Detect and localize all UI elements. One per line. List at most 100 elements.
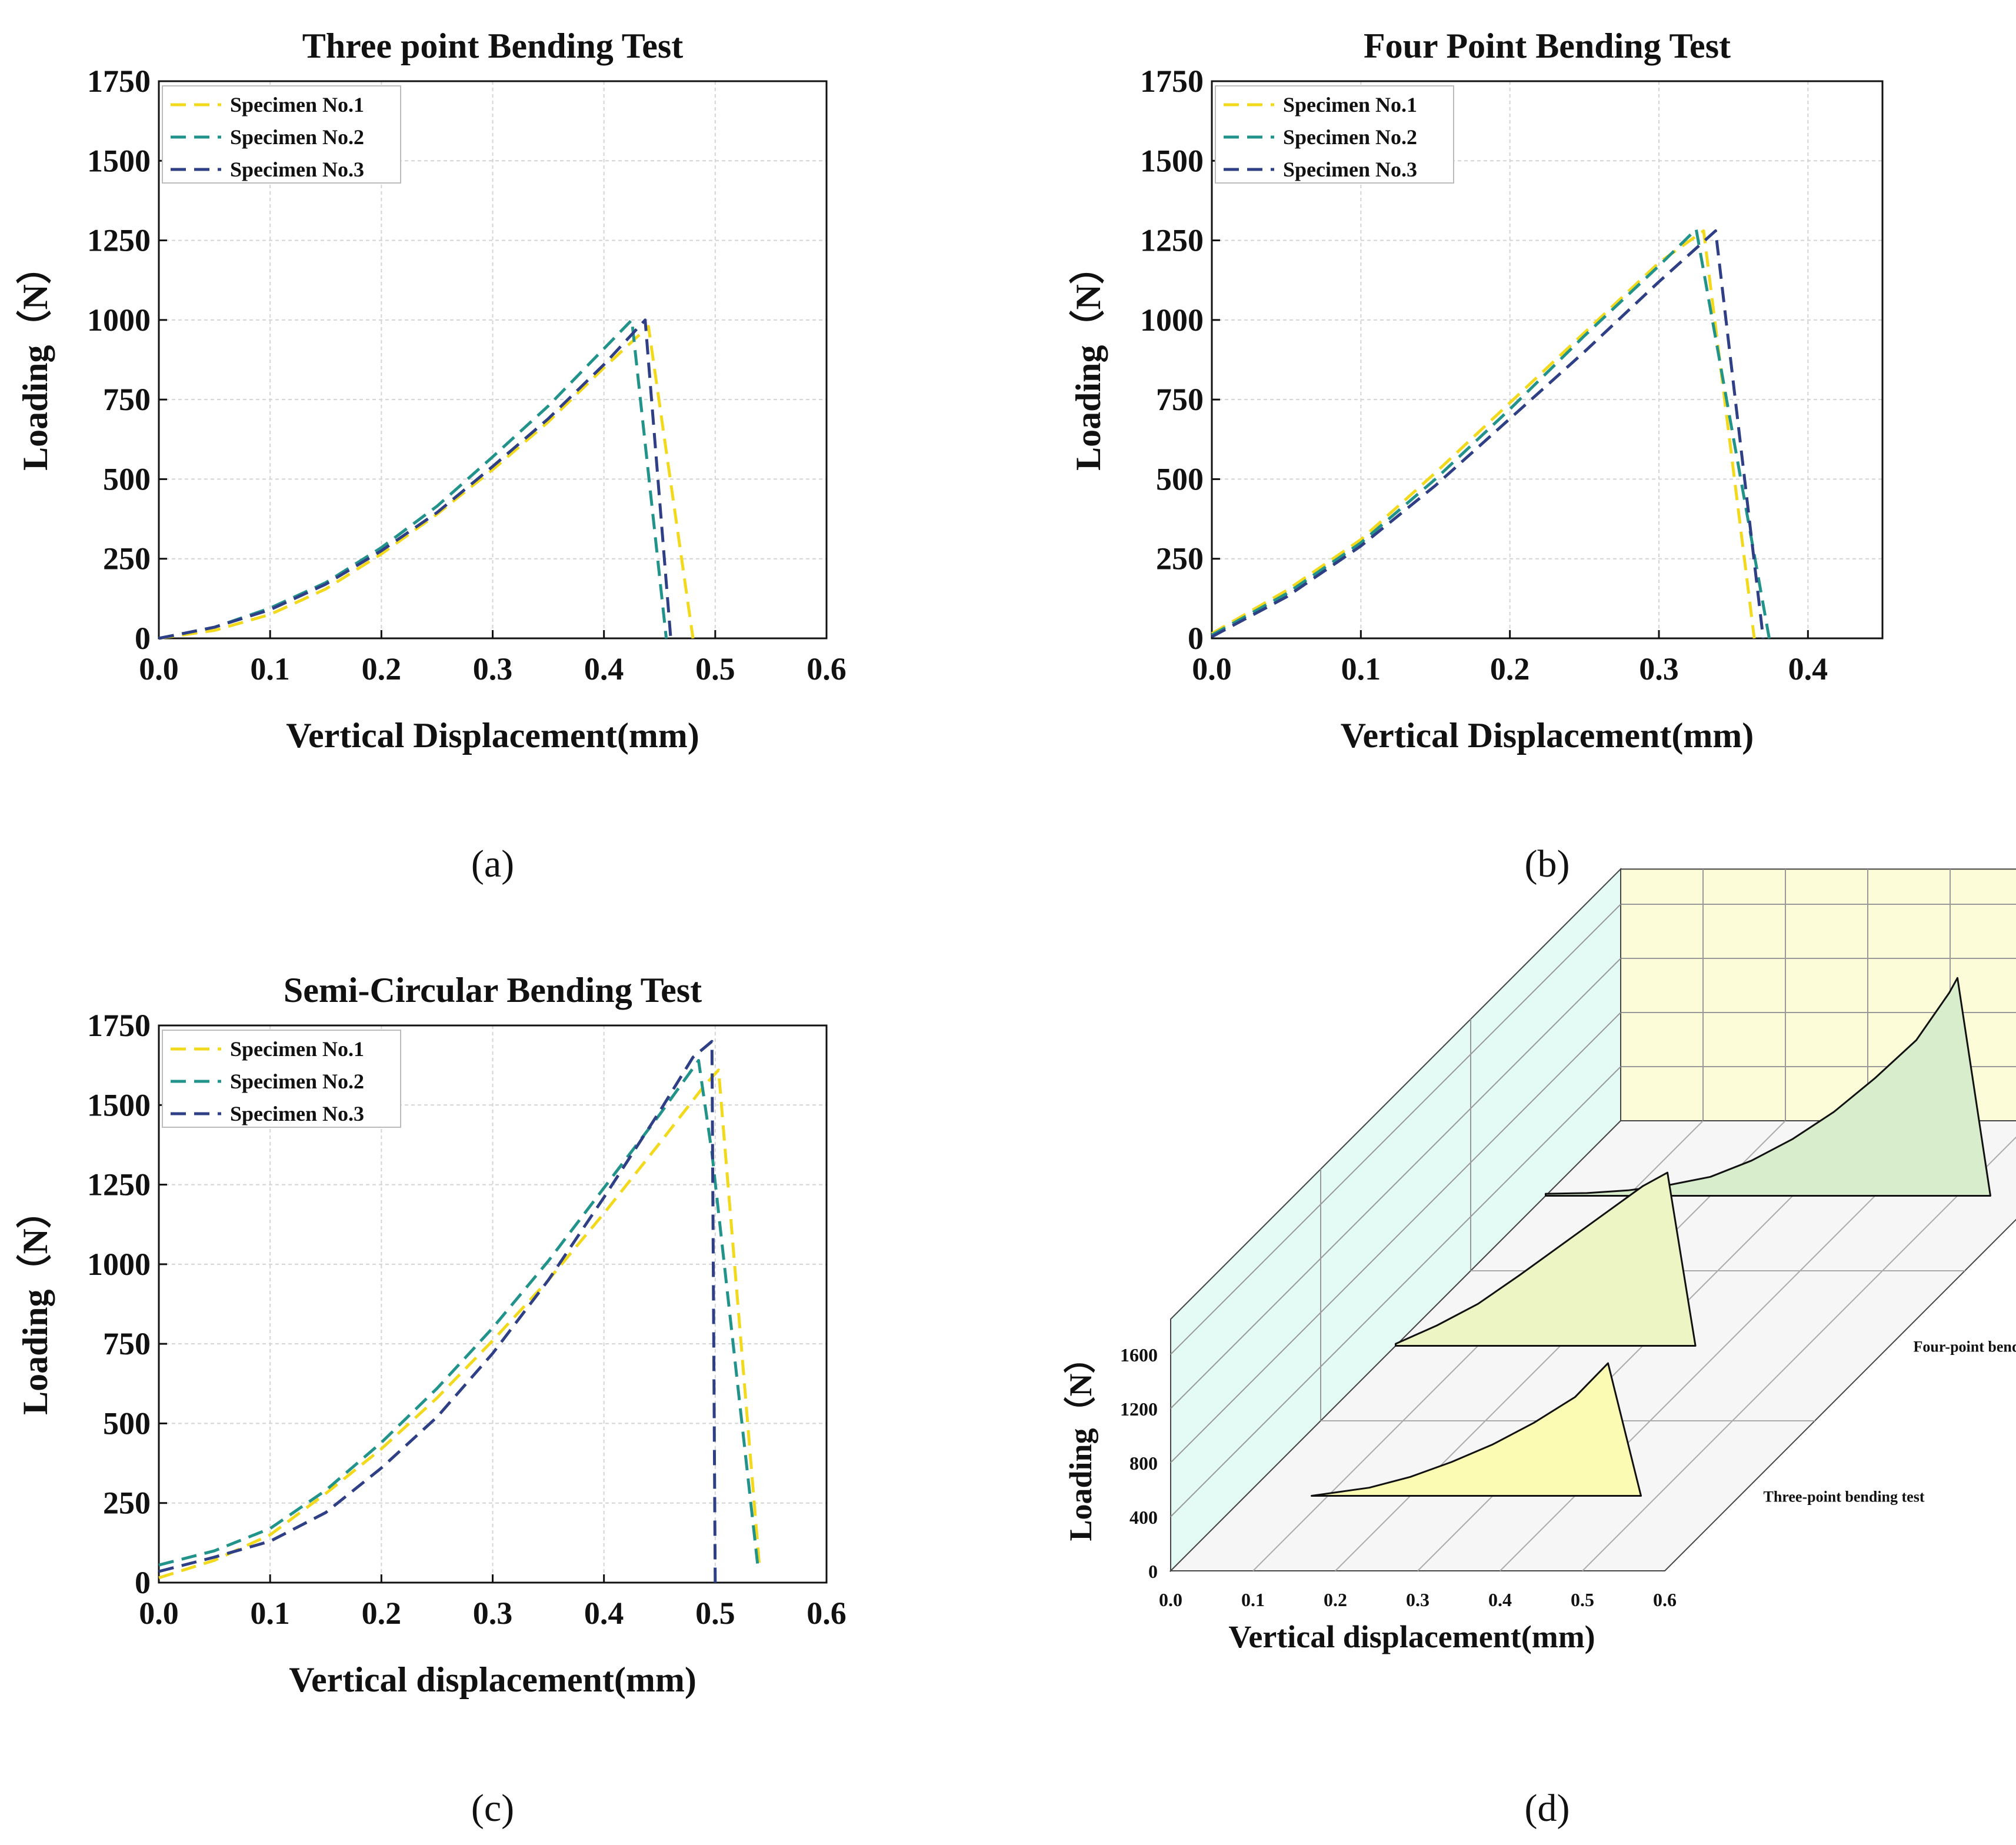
y-tick-label: 750 (103, 1326, 151, 1361)
y-tick-label: 250 (1156, 541, 1204, 577)
y-tick-label: 1500 (87, 1087, 151, 1123)
x-tick-label: 0.0 (1159, 1589, 1182, 1610)
y-tick-label: 400 (1129, 1507, 1158, 1528)
series-line-specimen-2 (158, 1059, 759, 1567)
x-tick-label: 0.3 (473, 1596, 513, 1631)
y-tick-label: 250 (103, 541, 151, 577)
x-axis-label: Vertical Displacement(mm) (286, 716, 699, 755)
panel-label: (b) (1525, 842, 1570, 885)
y-tick-label: 1000 (1140, 302, 1204, 338)
legend-box (162, 85, 401, 184)
x-tick-label: 0.0 (139, 1596, 179, 1631)
x-tick-label: 0.1 (250, 1596, 290, 1631)
series-label-2: Four-point bending test (1914, 1338, 2016, 1356)
x-tick-label: 0.3 (1406, 1589, 1429, 1610)
series-line-specimen-3 (158, 1040, 717, 1583)
panel-b-four-point-chart: 0.0 0.1 0.2 0.3 0.4 0 250 500 750 1000 1250 1500 175… (1068, 26, 1884, 885)
y-tick-label: 1750 (87, 64, 151, 99)
x-tick-label: 0.1 (1341, 651, 1381, 687)
y-axis-label: Loading（N） (15, 1193, 55, 1415)
side-wall-grid (1170, 1066, 1621, 1517)
series-line-specimen-2 (1211, 228, 1771, 639)
y-tick-label: 0 (135, 621, 151, 656)
x-tick-label: 0.4 (584, 651, 624, 687)
panel-a-three-point-chart: 0.0 0.1 0.2 0.3 0.4 0.5 0.6 0 250 500 750 1000 1250 1… (15, 26, 847, 885)
x-tick-label: 0.4 (1788, 651, 1828, 687)
series-line-specimen-1 (158, 325, 695, 640)
x-tick-label: 0.2 (362, 1596, 402, 1631)
y-tick-label: 1250 (87, 223, 151, 258)
x-tick-label: 0.5 (695, 1596, 735, 1631)
y-tick-label: 0 (1188, 621, 1204, 656)
legend-label-specimen-3: Specimen No.3 (230, 1102, 364, 1125)
x-tick-label: 0.0 (139, 651, 179, 687)
x-tick-label: 0.5 (1571, 1589, 1594, 1610)
legend-label-specimen-1: Specimen No.1 (230, 1037, 364, 1061)
panel-label: (d) (1525, 1787, 1570, 1830)
y-tick-label: 1000 (87, 1247, 151, 1282)
x-tick-label: 0.1 (250, 651, 290, 687)
y-tick-label: 750 (103, 382, 151, 417)
panel-label: (a) (471, 842, 514, 885)
x-tick-label: 0.5 (695, 651, 735, 687)
legend-label-specimen-2: Specimen No.2 (230, 125, 364, 149)
x-tick-label: 0.2 (1490, 651, 1530, 687)
series-line-specimen-1 (1211, 229, 1756, 639)
series-line-specimen-3 (1211, 229, 1765, 639)
x-tick-label: 0.3 (473, 651, 513, 687)
x-tick-label: 0.3 (1639, 651, 1679, 687)
x-tick-label: 0.1 (1241, 1589, 1265, 1610)
side-wall-grid (1170, 958, 1621, 1409)
legend-box (162, 1030, 401, 1128)
legend-label-specimen-2: Specimen No.2 (1283, 125, 1417, 149)
y-tick-label: 1250 (87, 1167, 151, 1203)
y-tick-label: 750 (1156, 382, 1204, 417)
series-line-specimen-1 (158, 1068, 761, 1580)
y-tick-label: 0 (135, 1565, 151, 1600)
legend-label-specimen-1: Specimen No.1 (230, 93, 364, 116)
x-tick-label: 0.6 (1653, 1589, 1677, 1610)
legend-label-specimen-3: Specimen No.3 (230, 158, 364, 181)
legend-label-specimen-3: Specimen No.3 (1283, 158, 1417, 181)
y-tick-label: 1200 (1120, 1398, 1158, 1420)
x-axis-label: Vertical displacement(mm) (289, 1660, 697, 1699)
x-tick-label: 0.2 (362, 651, 402, 687)
y-tick-label: 500 (103, 461, 151, 497)
legend-label-specimen-2: Specimen No.2 (230, 1070, 364, 1093)
y-tick-label: 1500 (1140, 143, 1204, 178)
x-tick-label: 0.2 (1324, 1589, 1347, 1610)
side-wall-grid (1170, 1012, 1621, 1463)
chart-title: Three point Bending Test (302, 26, 683, 65)
y-axis-label: Loading（N） (15, 249, 55, 471)
y-tick-label: 1250 (1140, 223, 1204, 258)
y-tick-label: 1750 (1140, 64, 1204, 99)
panel-d-3d-comparison-chart: Semi-circular bending testFour-point ben… (1063, 867, 2016, 1830)
x-tick-label: 0.6 (807, 651, 847, 687)
x-tick-label: 0.4 (1488, 1589, 1512, 1610)
y-tick-label: 1750 (87, 1008, 151, 1043)
series-line-specimen-3 (158, 318, 672, 640)
y-tick-label: 800 (1129, 1453, 1158, 1474)
y-tick-label: 500 (1156, 461, 1204, 497)
x-tick-label: 0.6 (807, 1596, 847, 1631)
y-tick-label: 0 (1148, 1561, 1158, 1582)
x-tick-label: 0.0 (1192, 651, 1232, 687)
panel-label: (c) (471, 1787, 514, 1830)
y-axis-label: Loading（N） (1063, 1341, 1098, 1541)
chart-title: Four Point Bending Test (1364, 26, 1731, 65)
plot-frame (1211, 80, 1884, 640)
y-tick-label: 1000 (87, 302, 151, 338)
x-axis-label: Vertical Displacement(mm) (1341, 716, 1754, 755)
x-axis-label: Vertical displacement(mm) (1228, 1619, 1595, 1654)
series-surface-1 (1311, 1362, 1642, 1497)
side-wall-grid (1170, 904, 1621, 1355)
y-tick-label: 250 (103, 1486, 151, 1521)
y-tick-label: 500 (103, 1406, 151, 1441)
y-axis-label: Loading（N） (1068, 249, 1108, 471)
legend-box (1215, 85, 1454, 184)
y-tick-label: 1500 (87, 143, 151, 178)
y-tick-label: 1600 (1120, 1344, 1158, 1366)
chart-title: Semi-Circular Bending Test (284, 971, 702, 1010)
series-surface-2 (1395, 1171, 1697, 1347)
